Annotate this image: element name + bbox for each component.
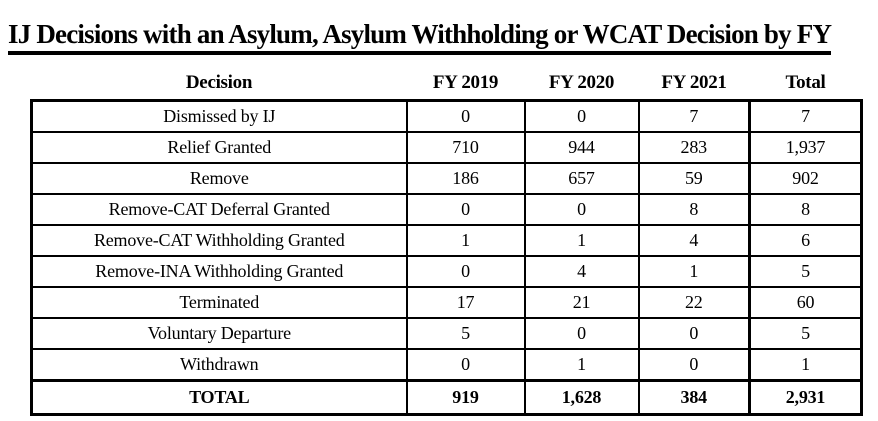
decision-label-cell: Remove-INA Withholding Granted <box>30 255 408 288</box>
column-header-decision: Decision <box>185 72 253 93</box>
value-cell: 17 <box>405 286 526 319</box>
table-row: Remove-CAT Deferral Granted 0 0 8 8 <box>30 193 863 226</box>
value-cell: 7 <box>748 99 863 133</box>
value-cell: 0 <box>637 348 751 382</box>
decisions-table: Decision FY 2019 FY 2020 FY 2021 Total Dismi… <box>30 58 863 416</box>
value-cell: 0 <box>523 99 640 133</box>
value-cell: 1 <box>523 348 640 382</box>
value-cell: 5 <box>748 317 863 350</box>
table-row: Terminated 17 21 22 60 <box>30 286 863 319</box>
page-title: IJ Decisions with an Asylum, Asylum With… <box>8 19 832 56</box>
value-cell: 186 <box>405 162 526 195</box>
page-title-text: IJ Decisions with an Asylum, Asylum With… <box>8 19 832 56</box>
table-header-row: Decision FY 2019 FY 2020 FY 2021 Total <box>32 58 862 101</box>
table-row: Withdrawn 0 1 0 1 <box>30 348 863 382</box>
value-cell: 0 <box>405 255 526 288</box>
value-cell: 4 <box>523 255 640 288</box>
table-row: Voluntary Departure 5 0 0 5 <box>30 317 863 350</box>
table-row: Remove-CAT Withholding Granted 1 1 4 6 <box>30 224 863 257</box>
value-cell: 710 <box>405 131 526 164</box>
value-cell: 1,937 <box>748 131 863 164</box>
value-cell: 1 <box>637 255 751 288</box>
decision-label-cell: Relief Granted <box>30 131 408 164</box>
decision-label-cell: Voluntary Departure <box>30 317 408 350</box>
value-cell: 1 <box>405 224 526 257</box>
value-cell: 2,931 <box>748 379 863 416</box>
value-cell: 0 <box>405 348 526 382</box>
table-total-row: TOTAL 919 1,628 384 2,931 <box>30 379 863 416</box>
value-cell: 0 <box>405 193 526 226</box>
table-header: Decision FY 2019 FY 2020 FY 2021 Total <box>32 58 862 101</box>
column-header-fy-2019: FY 2019 <box>432 72 499 93</box>
decision-label-cell: Terminated <box>30 286 408 319</box>
value-cell: 0 <box>405 99 526 133</box>
decision-label-cell: Withdrawn <box>30 348 408 382</box>
value-cell: 7 <box>637 99 751 133</box>
value-cell: 1,628 <box>523 379 640 416</box>
table-row: Remove-INA Withholding Granted 0 4 1 5 <box>30 255 863 288</box>
value-cell: 944 <box>523 131 640 164</box>
value-cell: 919 <box>405 379 526 416</box>
value-cell: 5 <box>405 317 526 350</box>
value-cell: 0 <box>637 317 751 350</box>
value-cell: 384 <box>637 379 751 416</box>
value-cell: 902 <box>748 162 863 195</box>
decision-label-cell: Remove-CAT Deferral Granted <box>30 193 408 226</box>
table-row: Remove 186 657 59 902 <box>30 162 863 195</box>
value-cell: 22 <box>637 286 751 319</box>
value-cell: 4 <box>637 224 751 257</box>
value-cell: 1 <box>523 224 640 257</box>
value-cell: 8 <box>637 193 751 226</box>
decision-label-cell: Dismissed by IJ <box>30 99 408 133</box>
value-cell: 283 <box>637 131 751 164</box>
table-row: Relief Granted 710 944 283 1,937 <box>30 131 863 164</box>
value-cell: 6 <box>748 224 863 257</box>
table-row: Dismissed by IJ 0 0 7 7 <box>30 99 863 133</box>
value-cell: 60 <box>748 286 863 319</box>
value-cell: 8 <box>748 193 863 226</box>
value-cell: 0 <box>523 193 640 226</box>
value-cell: 21 <box>523 286 640 319</box>
value-cell: 0 <box>523 317 640 350</box>
decision-label-cell: TOTAL <box>30 379 408 416</box>
column-header-total: Total <box>785 72 826 93</box>
decision-label-cell: Remove-CAT Withholding Granted <box>30 224 408 257</box>
column-header-fy-2020: FY 2020 <box>548 72 615 93</box>
table-body: Dismissed by IJ 0 0 7 7 Relief Granted 710 944 2… <box>30 99 863 416</box>
decision-label-cell: Remove <box>30 162 408 195</box>
value-cell: 59 <box>637 162 751 195</box>
value-cell: 657 <box>523 162 640 195</box>
column-header-fy-2021: FY 2021 <box>661 72 727 93</box>
value-cell: 1 <box>748 348 863 382</box>
value-cell: 5 <box>748 255 863 288</box>
